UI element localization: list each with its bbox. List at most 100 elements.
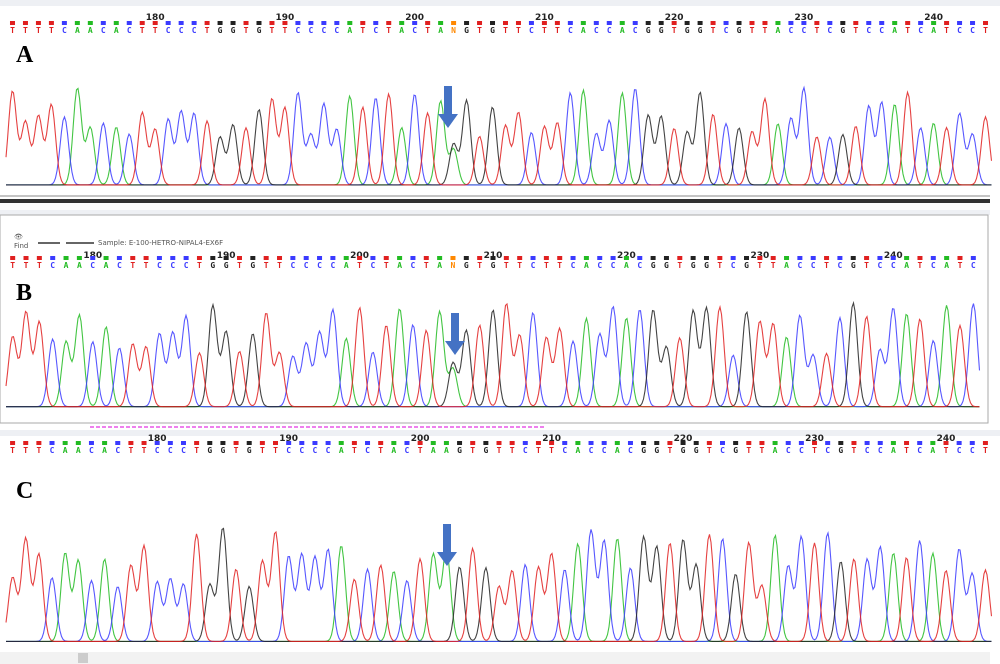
base: C <box>571 261 576 270</box>
quality-box <box>824 256 830 260</box>
base: T <box>918 261 923 270</box>
base: T <box>357 261 362 270</box>
base: T <box>944 446 949 455</box>
position-label: 190 <box>276 13 295 23</box>
base: G <box>838 446 843 455</box>
quality-box <box>637 256 643 260</box>
base: T <box>983 26 988 35</box>
quality-box <box>892 21 898 25</box>
base: A <box>339 446 344 455</box>
quality-box <box>503 256 509 260</box>
base: C <box>917 446 922 455</box>
base: C <box>170 261 175 270</box>
base: A <box>620 26 625 35</box>
quality-box <box>334 21 340 25</box>
base: G <box>698 26 703 35</box>
base: T <box>234 446 239 455</box>
quality-box <box>864 256 870 260</box>
base: T <box>771 261 776 270</box>
base: C <box>865 446 870 455</box>
base: T <box>852 446 857 455</box>
quality-box <box>703 256 709 260</box>
quality-box <box>103 256 109 260</box>
quality-box <box>775 21 781 25</box>
quality-box <box>840 21 846 25</box>
quality-box <box>115 441 121 445</box>
quality-box <box>677 256 683 260</box>
quality-box <box>50 256 56 260</box>
quality-box <box>943 441 949 445</box>
quality-box <box>627 441 633 445</box>
sample-name: Sample: E-100-HETRO-NIPAL4-EX6F <box>98 239 223 247</box>
quality-box <box>890 256 896 260</box>
quality-box <box>614 441 620 445</box>
quality-box <box>373 21 379 25</box>
quality-box <box>601 441 607 445</box>
base: T <box>516 26 521 35</box>
base: C <box>801 26 806 35</box>
base: C <box>155 446 160 455</box>
quality-box <box>554 21 560 25</box>
base: T <box>549 446 554 455</box>
toolbar <box>0 210 990 215</box>
quality-box <box>517 256 523 260</box>
base: A <box>64 261 69 270</box>
base: C <box>918 26 923 35</box>
base: T <box>707 446 712 455</box>
base: A <box>391 446 396 455</box>
base: T <box>142 446 147 455</box>
base: C <box>50 446 55 455</box>
base: C <box>878 261 883 270</box>
quality-box <box>220 441 226 445</box>
base: C <box>628 446 633 455</box>
base: T <box>470 446 475 455</box>
base: T <box>194 446 199 455</box>
quality-box <box>457 441 463 445</box>
base: A <box>944 261 949 270</box>
quality-box <box>490 21 496 25</box>
quality-box <box>74 21 80 25</box>
quality-box <box>167 441 173 445</box>
quality-box <box>321 21 327 25</box>
base: T <box>711 26 716 35</box>
quality-box <box>325 441 331 445</box>
base: T <box>128 446 133 455</box>
quality-box <box>282 21 288 25</box>
base: A <box>63 446 68 455</box>
quality-box <box>931 21 937 25</box>
quality-box <box>522 441 528 445</box>
panel-label: B <box>16 280 32 306</box>
base: C <box>127 26 132 35</box>
quality-box <box>36 441 42 445</box>
quality-box <box>299 441 305 445</box>
quality-box <box>557 256 563 260</box>
quality-box <box>982 441 988 445</box>
quality-box <box>191 21 197 25</box>
base: T <box>517 261 522 270</box>
base: G <box>654 446 659 455</box>
quality-box <box>877 256 883 260</box>
base: T <box>544 261 549 270</box>
base: N <box>451 26 456 35</box>
base: T <box>853 26 858 35</box>
quality-box <box>619 21 625 25</box>
base: G <box>641 446 646 455</box>
base: T <box>23 26 28 35</box>
base: T <box>746 446 751 455</box>
base: G <box>210 261 215 270</box>
base: C <box>931 261 936 270</box>
quality-box <box>90 256 96 260</box>
toolbar-b: 👁 Find Sample: E-100-HETRO-NIPAL4-EX6F <box>14 233 223 250</box>
base: C <box>562 446 567 455</box>
quality-box <box>623 256 629 260</box>
quality-box <box>36 256 42 260</box>
quality-box <box>606 21 612 25</box>
quality-box <box>684 21 690 25</box>
panel-label: C <box>16 478 33 504</box>
quality-box <box>425 21 431 25</box>
base: G <box>646 26 651 35</box>
base: T <box>717 261 722 270</box>
quality-box <box>588 441 594 445</box>
